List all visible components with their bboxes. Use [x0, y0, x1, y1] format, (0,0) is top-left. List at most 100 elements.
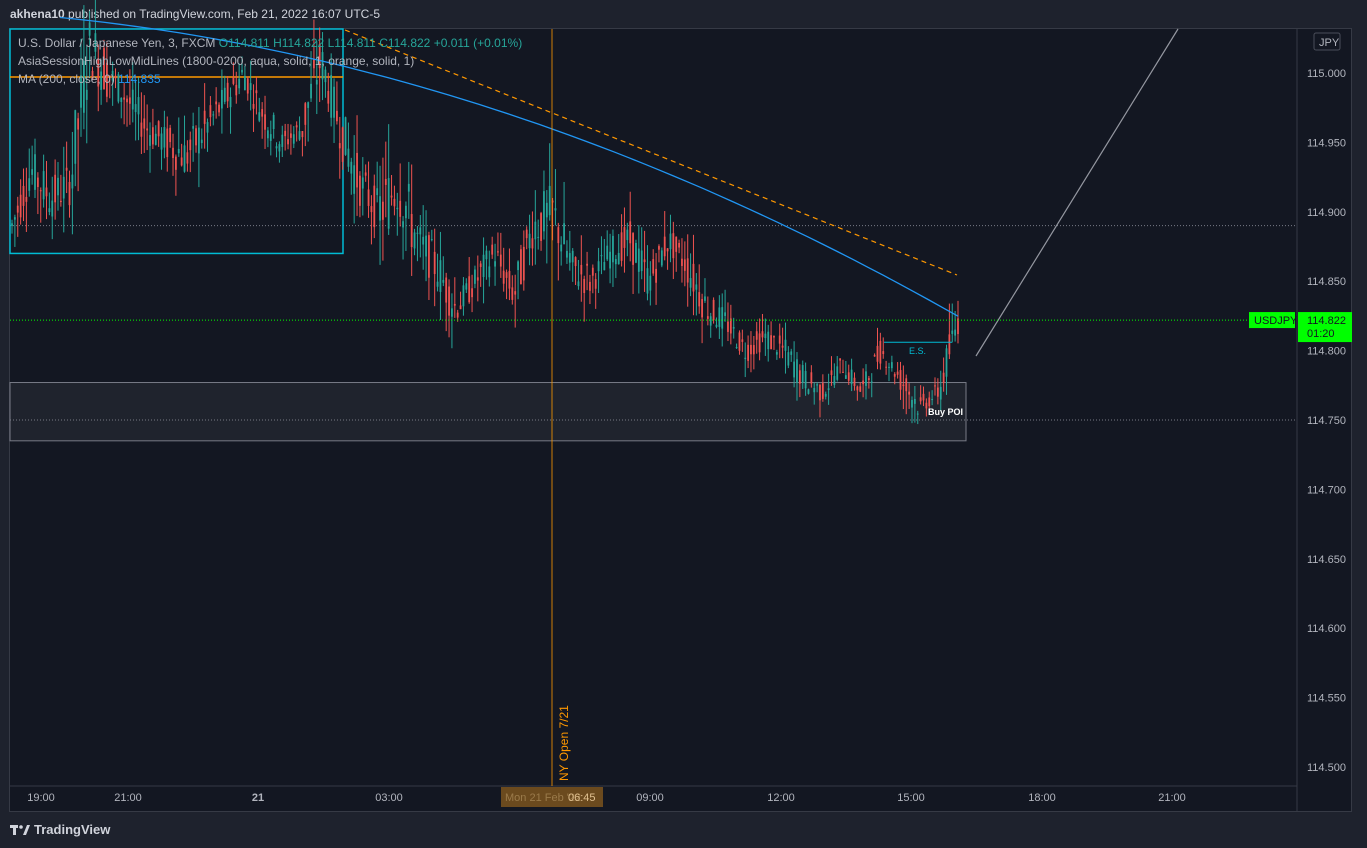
- candle-body: [298, 131, 301, 140]
- candle-body: [310, 83, 312, 99]
- candle-body: [810, 372, 813, 384]
- candle-body: [821, 383, 824, 399]
- published-text: published on TradingView.com, Feb 21, 20…: [68, 7, 381, 21]
- candle-body: [669, 233, 672, 250]
- candle-body: [888, 366, 890, 368]
- candle-body: [540, 213, 542, 241]
- projection-line[interactable]: [975, 28, 1179, 357]
- candle-body: [120, 97, 123, 102]
- candle-body: [169, 127, 172, 143]
- candle-body: [62, 176, 65, 199]
- candle-body: [272, 114, 275, 130]
- candle-body: [721, 307, 724, 329]
- candle-body: [514, 291, 517, 295]
- candle-body: [387, 178, 390, 229]
- candle-body: [571, 250, 574, 263]
- candle-body: [249, 83, 252, 91]
- candle-body: [290, 133, 292, 138]
- buy-poi-zone[interactable]: [9, 382, 967, 442]
- candle-body: [899, 370, 902, 390]
- candle-body: [261, 109, 264, 117]
- candle-body: [399, 200, 402, 217]
- candle-body: [246, 78, 249, 94]
- candle-body: [485, 250, 488, 260]
- candle-body: [836, 366, 839, 380]
- legend-close: C114.822: [379, 36, 431, 50]
- candle-body: [65, 167, 68, 171]
- candle-body: [445, 277, 448, 303]
- candle-body: [896, 371, 899, 375]
- candle-body: [574, 257, 577, 267]
- candle-body: [149, 135, 151, 146]
- candle-body: [459, 305, 462, 310]
- trendline-dashed[interactable]: [344, 29, 958, 276]
- candle-body: [370, 206, 373, 213]
- legend-indicator-ma[interactable]: MA (200, close, 0) 114.835: [18, 70, 522, 88]
- candle-body: [623, 227, 626, 248]
- candle-body: [396, 207, 399, 210]
- candle-body: [885, 366, 888, 368]
- chart-legend[interactable]: U.S. Dollar / Japanese Yen, 3, FXCM O114…: [18, 34, 522, 88]
- candle-body: [453, 303, 456, 306]
- candle-body: [218, 104, 220, 113]
- price-tick-label: 114.550: [1307, 693, 1346, 705]
- crosshair-time-box: [501, 787, 603, 807]
- candle-body: [879, 340, 882, 364]
- candle-body: [931, 399, 934, 401]
- candle-body: [695, 284, 698, 290]
- crosshair-date: Mon 21 Feb '22: [505, 792, 581, 804]
- footer-brand[interactable]: TradingView: [10, 822, 110, 837]
- candle-body: [902, 384, 905, 387]
- candle-body: [709, 316, 712, 326]
- candle-body: [750, 344, 752, 355]
- legend-symbol[interactable]: U.S. Dollar / Japanese Yen, 3, FXCM: [18, 36, 216, 50]
- time-tick-label: 12:00: [767, 792, 795, 804]
- candle-body: [347, 148, 350, 167]
- candle-body: [847, 372, 850, 381]
- candle-body: [252, 103, 255, 109]
- candle-body: [646, 268, 649, 294]
- currency-badge-box[interactable]: [1313, 32, 1341, 51]
- candle-body: [163, 127, 166, 148]
- last-price-tag-box: [1298, 312, 1352, 343]
- candle-body: [255, 90, 258, 94]
- candle-body: [39, 190, 42, 192]
- candle-body: [275, 146, 278, 149]
- candle-body: [45, 187, 48, 197]
- candle-body: [876, 345, 879, 362]
- candle-body: [865, 371, 867, 386]
- candle-body: [606, 245, 609, 260]
- candle-body: [267, 130, 269, 139]
- candle-body: [278, 144, 281, 152]
- price-axis[interactable]: 115.000 114.950 114.900 114.850 114.800 114.7…: [1307, 68, 1346, 774]
- candle-body: [439, 260, 442, 292]
- candle-body: [57, 177, 59, 196]
- candle-body: [801, 365, 804, 383]
- candle-body: [373, 185, 376, 228]
- candle-body: [689, 278, 692, 288]
- legend-indicator-asia[interactable]: AsiaSessionHighLowMidLines (1800-0200, a…: [18, 54, 415, 68]
- candle-body: [22, 185, 25, 206]
- candle-body: [629, 221, 632, 244]
- candle-body: [612, 235, 614, 263]
- candle-body: [137, 97, 140, 115]
- candle-body: [531, 238, 534, 249]
- currency-badge: JPY: [1319, 37, 1340, 49]
- time-tick-label: 18:00: [1028, 792, 1056, 804]
- candle-body: [563, 223, 565, 245]
- candle-body: [609, 251, 611, 269]
- candle-body: [462, 285, 465, 307]
- time-axis[interactable]: 19:0021:002103:0006:0009:0012:0015:0018:…: [27, 792, 1186, 804]
- author-name[interactable]: akhena10: [10, 7, 65, 21]
- candle-body: [361, 177, 364, 189]
- time-tick-label: 19:00: [27, 792, 55, 804]
- candle-body: [200, 139, 203, 144]
- candle-body: [85, 89, 88, 100]
- candle-body: [140, 122, 143, 137]
- candle-body: [491, 244, 494, 255]
- candle-body: [681, 258, 683, 266]
- candle-body: [577, 281, 580, 287]
- candle-body: [51, 200, 54, 217]
- candle-body: [336, 110, 338, 122]
